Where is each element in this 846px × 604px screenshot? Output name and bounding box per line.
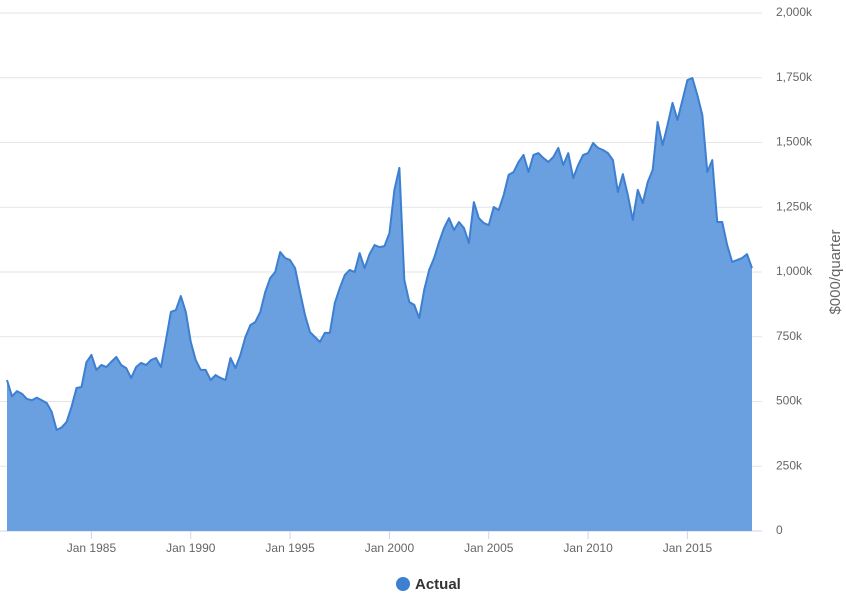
area	[7, 78, 752, 531]
y-tick-label: 1,750k	[776, 70, 813, 84]
x-tick-label: Jan 2010	[563, 541, 613, 555]
x-tick-label: Jan 1990	[166, 541, 216, 555]
y-tick-label: 0	[776, 523, 783, 537]
area-line	[6, 77, 753, 431]
y-tick-label: 1,500k	[776, 135, 813, 149]
y-tick-label: 1,000k	[776, 264, 813, 278]
y-tick-label: 2,000k	[776, 5, 813, 19]
x-tick-label: Jan 2000	[365, 541, 415, 555]
x-tick-label: Jan 1995	[265, 541, 315, 555]
legend-label: Actual	[415, 576, 461, 593]
y-tick-label: 1,250k	[776, 199, 813, 213]
x-tick-label: Jan 2005	[464, 541, 514, 555]
x-tick-label: Jan 2015	[663, 541, 713, 555]
y-tick-label: 250k	[776, 458, 803, 472]
y-axis-title: $000/quarter	[827, 229, 844, 314]
x-tick-label: Jan 1985	[67, 541, 117, 555]
legend-marker	[396, 577, 410, 591]
legend-item: Actual	[396, 576, 461, 593]
y-tick-label: 750k	[776, 329, 803, 343]
y-tick-label: 500k	[776, 394, 803, 408]
